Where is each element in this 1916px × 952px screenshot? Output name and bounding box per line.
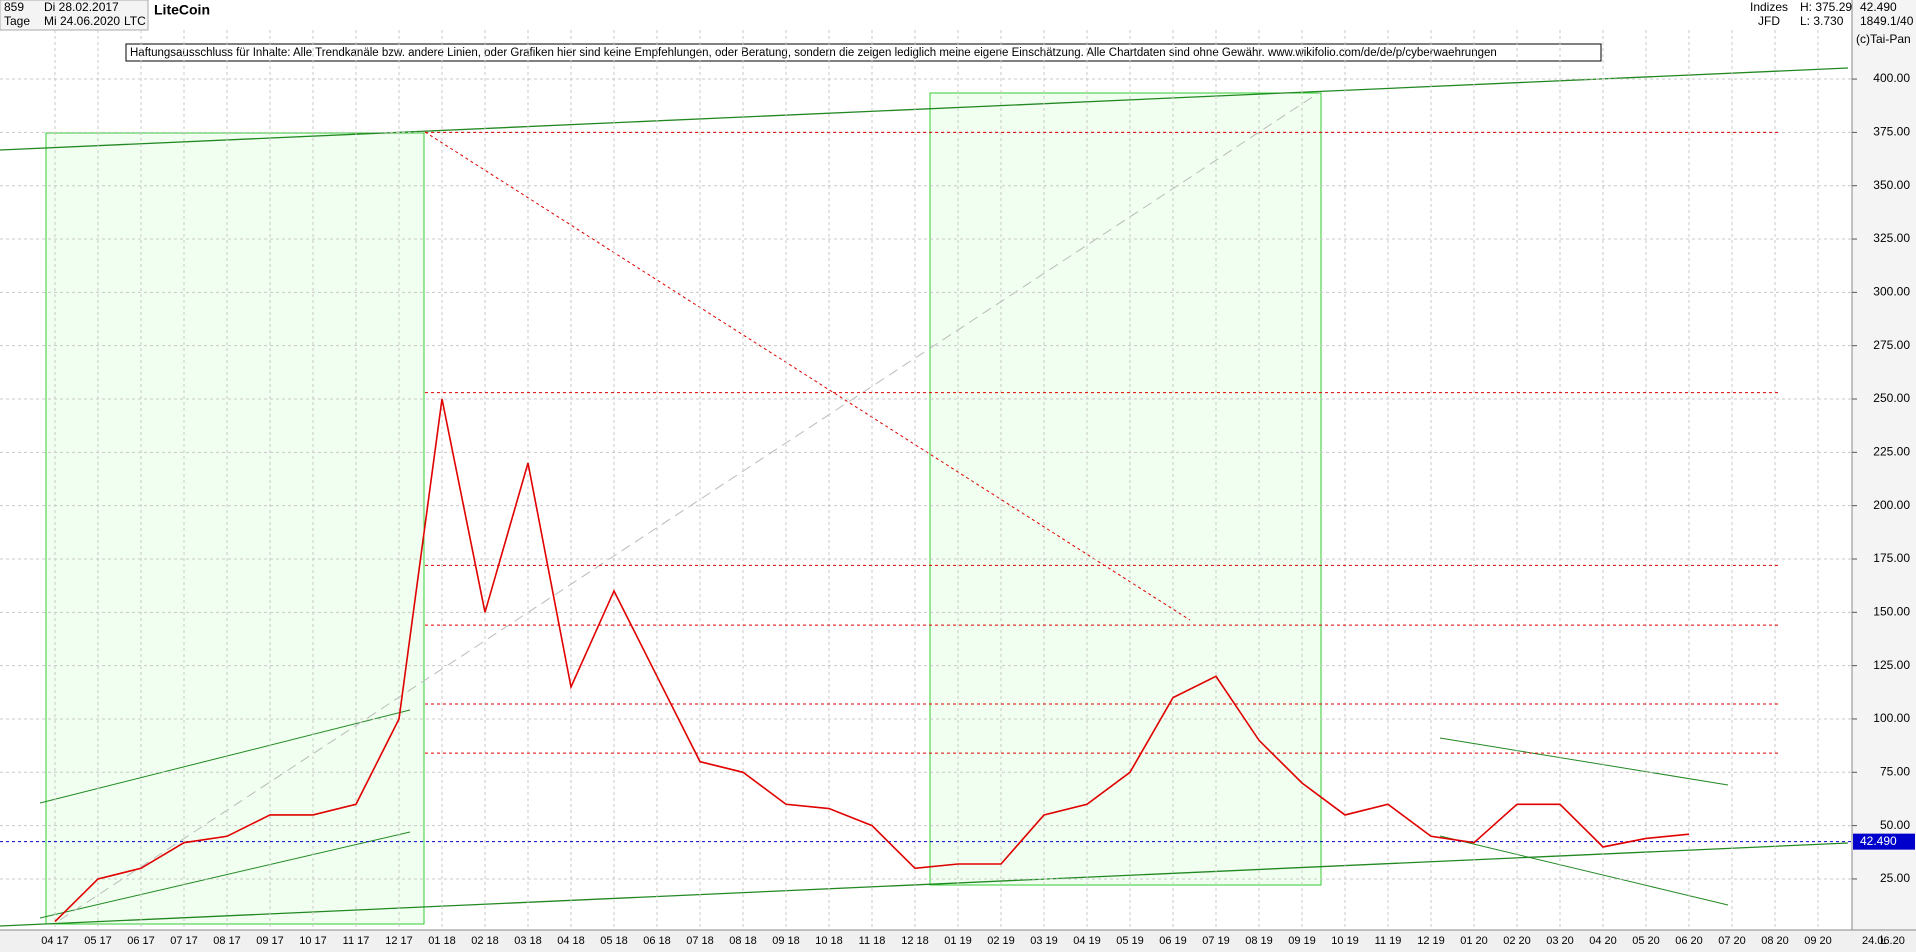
- x-tick-label: 03 19: [1030, 935, 1058, 947]
- header-count: 859: [4, 0, 24, 14]
- x-tick-label: 05 18: [600, 935, 628, 947]
- trend-line: [39, 831, 411, 919]
- header-start: Di 28.02.2017: [44, 0, 119, 14]
- x-axis-panel: [0, 930, 1916, 952]
- x-tick-label: 08 19: [1245, 935, 1273, 947]
- x-tick-label: 05 17: [84, 935, 112, 947]
- x-tick-label: 04 17: [41, 935, 69, 947]
- header-low: L: 3.730: [1800, 14, 1844, 28]
- x-tick-label: 06 18: [643, 935, 671, 947]
- x-tick-label: 04 18: [557, 935, 585, 947]
- x-tick-label: 10 18: [815, 935, 843, 947]
- x-tick-label: 07 17: [170, 935, 198, 947]
- header-symbol: LTC: [124, 14, 146, 28]
- header-end: Mi 24.06.2020: [44, 14, 120, 28]
- x-tick-label: 03 20: [1546, 935, 1574, 947]
- y-tick-label: 350.00: [1873, 178, 1910, 192]
- header-group: Indizes: [1750, 0, 1788, 14]
- y-tick-label: 100.00: [1873, 711, 1910, 725]
- x-tick-label: 12 19: [1417, 935, 1445, 947]
- x-tick-label: 06 17: [127, 935, 155, 947]
- price-line: [54, 398, 1690, 923]
- x-tick-label: 06 19: [1159, 935, 1187, 947]
- y-tick-label: 275.00: [1873, 338, 1910, 352]
- x-tick-label: 07 19: [1202, 935, 1230, 947]
- header-broker: JFD: [1758, 14, 1780, 28]
- y-tick-label: 250.00: [1873, 391, 1910, 405]
- header-box: [0, 0, 149, 31]
- plot: [0, 30, 1852, 928]
- y-tick-label: 375.00: [1873, 125, 1910, 139]
- x-tick-label: 01 19: [944, 935, 972, 947]
- scale-mode: L: [1880, 933, 1887, 947]
- header-ratio: 1849.1/40: [1860, 14, 1914, 28]
- x-tick-label: 09 20: [1804, 935, 1832, 947]
- y-tick-label: 25.00: [1880, 871, 1910, 885]
- x-tick-label: 02 19: [987, 935, 1015, 947]
- x-tick-label: 02 18: [471, 935, 499, 947]
- x-tick-label: 04 19: [1073, 935, 1101, 947]
- y-tick-label: 50.00: [1880, 818, 1910, 832]
- x-tick-label: 11 19: [1375, 935, 1402, 947]
- x-end-date: 24.06.20: [1862, 935, 1905, 947]
- header-period: Tage: [4, 14, 30, 28]
- trend-line: [1439, 737, 1729, 786]
- range-box: [45, 132, 425, 925]
- x-tick-label: 08 18: [729, 935, 757, 947]
- x-tick-label: 07 20: [1718, 935, 1746, 947]
- copyright: (c)Tai-Pan: [1856, 32, 1911, 46]
- x-tick-label: 03 18: [514, 935, 542, 947]
- header-last: 42.490: [1860, 0, 1897, 14]
- last-price-label: 42.490: [1860, 834, 1897, 848]
- chart-title: LiteCoin: [154, 2, 210, 18]
- x-tick-label: 09 18: [772, 935, 800, 947]
- x-tick-label: 04 20: [1589, 935, 1617, 947]
- trend-line: [0, 842, 1849, 927]
- trend-line: [1439, 835, 1729, 906]
- last-price-box: [1853, 833, 1915, 850]
- y-tick-label: 300.00: [1873, 285, 1910, 299]
- y-tick-label: 175.00: [1873, 551, 1910, 565]
- x-tick-label: 11 18: [859, 935, 886, 947]
- axis-panel: [1852, 0, 1916, 952]
- x-tick-label: 12 18: [901, 935, 929, 947]
- x-tick-label: 05 20: [1632, 935, 1660, 947]
- x-tick-label: 09 19: [1288, 935, 1316, 947]
- y-tick-label: 150.00: [1873, 604, 1910, 618]
- x-tick-label: 08 20: [1761, 935, 1789, 947]
- range-box: [929, 92, 1322, 886]
- y-tick-label: 325.00: [1873, 231, 1910, 245]
- trend-line: [39, 709, 411, 804]
- y-tick-label: 200.00: [1873, 498, 1910, 512]
- y-tick-label: 75.00: [1880, 764, 1910, 778]
- x-tick-label: 08 17: [213, 935, 241, 947]
- y-tick-label: 400.00: [1873, 71, 1910, 85]
- x-tick-label: 11 17: [343, 935, 370, 947]
- x-tick-label: 07 18: [686, 935, 714, 947]
- x-tick-label: 02 20: [1503, 935, 1531, 947]
- trend-line: [0, 67, 1849, 151]
- y-tick-label: 125.00: [1873, 658, 1910, 672]
- disclaimer-box: [125, 43, 1602, 62]
- trend-line: [424, 131, 1191, 621]
- x-tick-label: 01 20: [1460, 935, 1488, 947]
- x-tick-label: 10 17: [299, 935, 327, 947]
- x-tick-label: 10 19: [1331, 935, 1359, 947]
- header-high: H: 375.29: [1800, 0, 1852, 14]
- x-tick-label: 06 20: [1675, 935, 1703, 947]
- x-tick-label: 05 19: [1116, 935, 1144, 947]
- y-tick-label: 225.00: [1873, 445, 1910, 459]
- disclaimer: Haftungsausschluss für Inhalte: Alle Tre…: [130, 47, 1497, 59]
- x-tick-label: 09 17: [256, 935, 284, 947]
- x-tick-label: 01 18: [428, 935, 456, 947]
- x-tick-label: 12 17: [385, 935, 413, 947]
